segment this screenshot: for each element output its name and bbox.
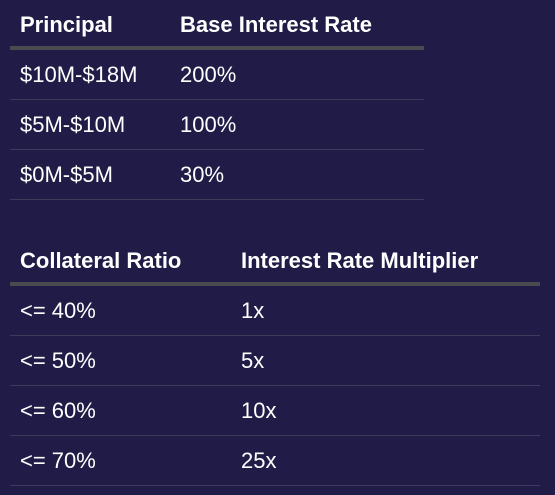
table-row: <= 40% 1x bbox=[10, 286, 540, 336]
table-row: <= 50% 5x bbox=[10, 336, 540, 386]
header-collateral-ratio: Collateral Ratio bbox=[20, 248, 182, 273]
table-row: <= 60% 10x bbox=[10, 386, 540, 436]
principal-table: Principal Base Interest Rate $10M-$18M 2… bbox=[10, 0, 424, 200]
table-row: $0M-$5M 30% bbox=[10, 150, 424, 200]
multiplier-cell: 10x bbox=[241, 398, 277, 423]
table-row: <= 70% 25x bbox=[10, 436, 540, 486]
collateral-ratio-cell: <= 50% bbox=[20, 348, 96, 373]
collateral-ratio-cell: <= 60% bbox=[20, 398, 96, 423]
table-header-row: Collateral Ratio Interest Rate Multiplie… bbox=[10, 236, 540, 286]
table-row: $10M-$18M 200% bbox=[10, 50, 424, 100]
multiplier-cell: 25x bbox=[241, 448, 277, 473]
principal-cell: $10M-$18M bbox=[20, 62, 138, 87]
table-header-row: Principal Base Interest Rate bbox=[10, 0, 424, 50]
collateral-ratio-cell: <= 40% bbox=[20, 298, 96, 323]
principal-cell: $5M-$10M bbox=[20, 112, 126, 137]
header-principal: Principal bbox=[20, 12, 113, 37]
principal-cell: $0M-$5M bbox=[20, 162, 113, 187]
multiplier-cell: 1x bbox=[241, 298, 265, 323]
base-rate-cell: 100% bbox=[180, 112, 237, 137]
header-base-interest-rate: Base Interest Rate bbox=[180, 12, 372, 37]
collateral-ratio-cell: <= 70% bbox=[20, 448, 96, 473]
multiplier-cell: 5x bbox=[241, 348, 265, 373]
base-rate-cell: 30% bbox=[180, 162, 225, 187]
collateral-table: Collateral Ratio Interest Rate Multiplie… bbox=[10, 236, 540, 486]
table-row: $5M-$10M 100% bbox=[10, 100, 424, 150]
header-interest-rate-multiplier: Interest Rate Multiplier bbox=[241, 248, 479, 273]
base-rate-cell: 200% bbox=[180, 62, 237, 87]
